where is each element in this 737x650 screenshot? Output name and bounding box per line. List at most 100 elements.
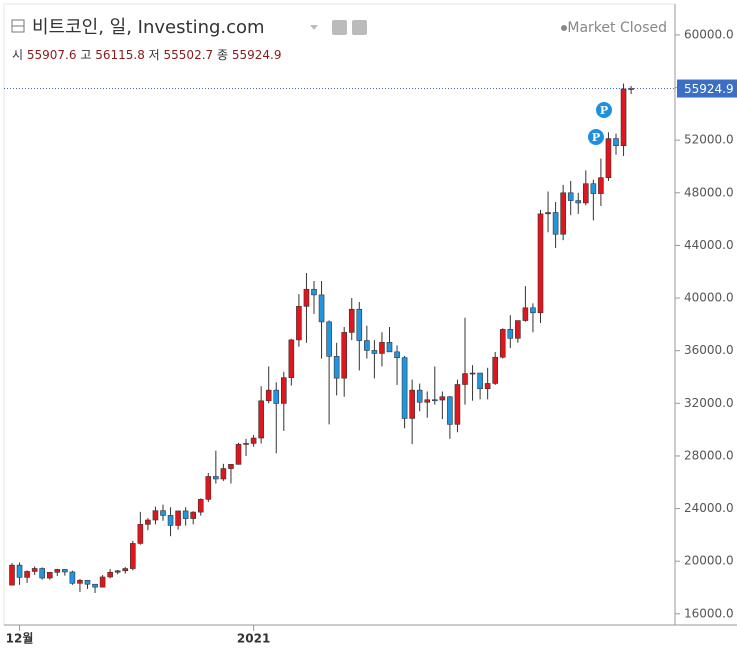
candle-body xyxy=(99,576,106,588)
y-tick-label: 60000.0 xyxy=(684,27,734,41)
candle-body xyxy=(598,177,604,194)
candle-body xyxy=(545,212,551,215)
candle-body xyxy=(84,579,91,585)
candle-body xyxy=(409,389,415,419)
candle-body xyxy=(77,579,83,584)
candle-body xyxy=(575,200,582,204)
ohlc-row: 시 55907.6 고 56115.8 저 55502.7 종 55924.9 xyxy=(12,48,281,62)
candle-body xyxy=(311,288,317,296)
ohlc-value: 55502.7 xyxy=(164,48,214,62)
candle-body xyxy=(31,568,38,572)
candle-body xyxy=(273,389,280,404)
candle-body xyxy=(107,571,113,578)
candle-body xyxy=(552,212,559,235)
event-marker-icon: P xyxy=(592,131,600,144)
candle-body xyxy=(213,476,219,480)
candle-body xyxy=(356,308,363,341)
candle-body xyxy=(582,183,589,204)
x-tick-label: 12월 xyxy=(6,631,34,646)
candle-body xyxy=(228,464,234,469)
candle-body xyxy=(145,519,151,525)
candle-body xyxy=(280,377,287,404)
candle-body xyxy=(167,515,174,526)
candle-body xyxy=(386,342,393,353)
candle-body xyxy=(288,339,295,378)
candle-body xyxy=(507,329,514,339)
candle-body xyxy=(9,564,15,586)
candle-body xyxy=(522,307,529,321)
candle-body xyxy=(605,138,612,178)
candle-body xyxy=(235,444,242,465)
y-tick-label: 48000.0 xyxy=(684,185,734,199)
ohlc-label: 고 xyxy=(80,48,91,62)
candle-body xyxy=(160,510,166,516)
candle-body xyxy=(492,356,499,384)
candle-body xyxy=(613,138,619,146)
candle-body xyxy=(197,499,204,513)
ohlc-value: 56115.8 xyxy=(95,48,145,62)
candle-body xyxy=(258,400,264,439)
candle-body xyxy=(175,510,181,526)
candle-body xyxy=(394,351,400,358)
x-tick-label: 2021 xyxy=(237,632,270,646)
candle-body xyxy=(69,571,76,584)
y-tick-label: 40000.0 xyxy=(684,291,734,305)
event-marker[interactable] xyxy=(588,129,604,145)
candle-body xyxy=(590,183,597,194)
dropdown-arrow[interactable] xyxy=(310,25,318,30)
candle-body xyxy=(46,572,53,579)
y-tick-label: 32000.0 xyxy=(684,396,734,410)
ohlc-value: 55907.6 xyxy=(27,48,77,62)
candle-body xyxy=(431,399,438,402)
candle-body xyxy=(318,294,325,323)
ohlc-value: 55924.9 xyxy=(232,48,282,62)
candle-body xyxy=(348,308,355,333)
gear-icon[interactable] xyxy=(352,20,367,35)
candle-body xyxy=(341,332,348,379)
candle-body xyxy=(567,192,574,201)
candle-body xyxy=(416,389,423,403)
plot-frame xyxy=(3,3,676,626)
status-dot xyxy=(561,25,567,31)
y-tick-label: 44000.0 xyxy=(684,238,734,252)
ohlc-label: 시 xyxy=(12,48,23,62)
candle-body xyxy=(560,192,566,235)
candle-body xyxy=(530,307,536,314)
ohlc-label: 종 xyxy=(217,48,228,62)
settings-icon[interactable] xyxy=(332,20,347,35)
candle-body xyxy=(326,321,332,357)
event-marker[interactable] xyxy=(596,102,612,118)
y-tick-label: 52000.0 xyxy=(684,133,734,147)
candle-body xyxy=(114,570,121,573)
event-marker-icon: P xyxy=(600,104,608,117)
candle-body xyxy=(190,511,196,519)
candle-body xyxy=(92,583,98,588)
candle-body xyxy=(333,356,340,379)
candle-body xyxy=(424,399,431,403)
candle-body xyxy=(16,564,23,578)
candle-body xyxy=(152,510,159,521)
candle-body xyxy=(182,510,189,519)
candle-body xyxy=(220,468,227,480)
candle-body xyxy=(303,288,310,307)
candle-body xyxy=(296,306,302,341)
chart-title: 비트코인, 일, Investing.com xyxy=(32,17,265,38)
candle-body xyxy=(205,476,212,500)
y-tick-label: 24000.0 xyxy=(684,501,734,515)
candle-body xyxy=(499,329,506,358)
candle-body xyxy=(39,568,46,579)
candle-body xyxy=(379,342,385,354)
candle-body xyxy=(515,320,521,339)
y-tick-label: 28000.0 xyxy=(684,448,734,462)
last-price-label: 55924.9 xyxy=(684,82,734,96)
candle-body xyxy=(620,88,627,146)
candle-body xyxy=(371,350,378,354)
candle-body xyxy=(250,437,257,444)
candle-body xyxy=(537,213,544,314)
y-tick-label: 36000.0 xyxy=(684,343,734,357)
candle-body xyxy=(469,372,476,375)
candle-body xyxy=(243,443,249,445)
candle-body xyxy=(439,396,446,401)
candle-body xyxy=(137,524,144,544)
